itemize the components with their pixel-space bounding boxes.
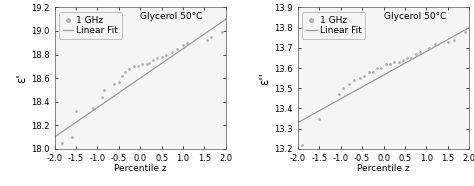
1 GHz bbox=[121, 71, 129, 74]
1 GHz bbox=[391, 60, 398, 63]
1 GHz bbox=[162, 53, 170, 56]
1 GHz bbox=[335, 93, 342, 96]
1 GHz bbox=[111, 83, 118, 86]
1 GHz bbox=[416, 50, 424, 53]
1 GHz bbox=[118, 74, 126, 77]
Text: Glycerol 50°C: Glycerol 50°C bbox=[140, 12, 202, 21]
1 GHz bbox=[203, 39, 210, 42]
Y-axis label: ε': ε' bbox=[15, 73, 28, 83]
Text: b: b bbox=[264, 0, 273, 2]
1 GHz bbox=[115, 80, 123, 83]
1 GHz bbox=[72, 110, 80, 113]
1 GHz bbox=[346, 83, 353, 86]
1 GHz bbox=[361, 75, 368, 78]
1 GHz bbox=[408, 56, 415, 59]
1 GHz bbox=[356, 77, 364, 80]
1 GHz bbox=[149, 59, 157, 62]
1 GHz bbox=[145, 61, 153, 64]
1 GHz bbox=[339, 87, 346, 90]
1 GHz bbox=[399, 58, 407, 61]
Legend: 1 GHz, Linear Fit: 1 GHz, Linear Fit bbox=[302, 12, 365, 39]
Text: Glycerol 50°C: Glycerol 50°C bbox=[383, 12, 446, 21]
1 GHz bbox=[58, 141, 66, 144]
X-axis label: Percentile z: Percentile z bbox=[114, 164, 166, 173]
1 GHz bbox=[218, 31, 226, 34]
1 GHz bbox=[431, 42, 439, 45]
1 GHz bbox=[350, 79, 357, 82]
1 GHz bbox=[365, 70, 373, 73]
1 GHz bbox=[173, 47, 181, 50]
1 GHz bbox=[89, 106, 97, 109]
1 GHz bbox=[179, 44, 187, 47]
1 GHz bbox=[382, 62, 390, 65]
1 GHz bbox=[134, 65, 142, 68]
1 GHz bbox=[374, 67, 381, 70]
1 GHz bbox=[154, 57, 161, 60]
1 GHz bbox=[450, 38, 458, 41]
1 GHz bbox=[298, 143, 306, 146]
1 GHz bbox=[444, 40, 452, 43]
1 GHz bbox=[100, 88, 108, 91]
1 GHz bbox=[369, 70, 377, 73]
Legend: 1 GHz, Linear Fit: 1 GHz, Linear Fit bbox=[59, 12, 122, 39]
1 GHz bbox=[143, 62, 150, 65]
1 GHz bbox=[425, 46, 432, 49]
1 GHz bbox=[316, 117, 323, 120]
X-axis label: Percentile z: Percentile z bbox=[357, 164, 410, 173]
1 GHz bbox=[403, 56, 411, 59]
1 GHz bbox=[395, 60, 402, 63]
Y-axis label: ε'': ε'' bbox=[259, 72, 272, 85]
1 GHz bbox=[378, 67, 385, 70]
1 GHz bbox=[130, 65, 137, 68]
1 GHz bbox=[412, 52, 419, 55]
1 GHz bbox=[98, 95, 105, 98]
1 GHz bbox=[461, 30, 469, 33]
1 GHz bbox=[183, 41, 191, 44]
Text: a: a bbox=[20, 0, 29, 2]
1 GHz bbox=[68, 136, 75, 139]
1 GHz bbox=[138, 62, 146, 65]
1 GHz bbox=[158, 55, 165, 58]
1 GHz bbox=[126, 67, 133, 70]
1 GHz bbox=[207, 35, 215, 38]
1 GHz bbox=[169, 51, 176, 54]
1 GHz bbox=[386, 62, 394, 65]
